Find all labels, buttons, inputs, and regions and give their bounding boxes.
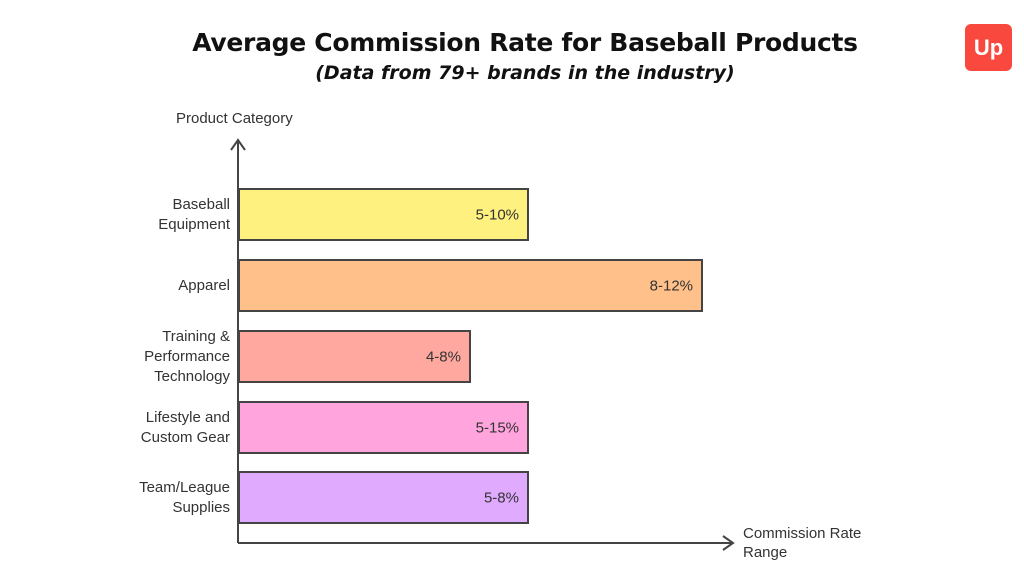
y-axis-arrow-icon: [230, 138, 246, 151]
chart-subtitle: (Data from 79+ brands in the industry): [315, 62, 735, 84]
x-axis-label: Commission Rate Range: [743, 525, 862, 561]
bar: [238, 188, 529, 241]
up-logo-icon: Up: [965, 24, 1012, 71]
bar-value-label: 5-15%: [476, 420, 519, 437]
bar-value-label: 4-8%: [426, 349, 461, 366]
y-axis-label: Product Category: [176, 110, 293, 127]
bar: [238, 401, 529, 454]
bar-value-label: 5-10%: [476, 207, 519, 224]
bar: [238, 330, 471, 383]
bar-value-label: 8-12%: [650, 278, 693, 295]
bar-value-label: 5-8%: [484, 490, 519, 507]
category-label: Lifestyle and Custom Gear: [140, 408, 230, 446]
chart-title: Average Commission Rate for Baseball Pro…: [192, 28, 858, 57]
x-axis-arrow-icon: [722, 535, 735, 551]
category-label: Apparel: [178, 276, 230, 294]
bar: [238, 259, 703, 312]
category-label: Baseball Equipment: [158, 195, 230, 233]
bar: [238, 471, 529, 524]
category-label: Training & Performance Technology: [144, 327, 230, 385]
category-label: Team/League Supplies: [139, 478, 230, 516]
